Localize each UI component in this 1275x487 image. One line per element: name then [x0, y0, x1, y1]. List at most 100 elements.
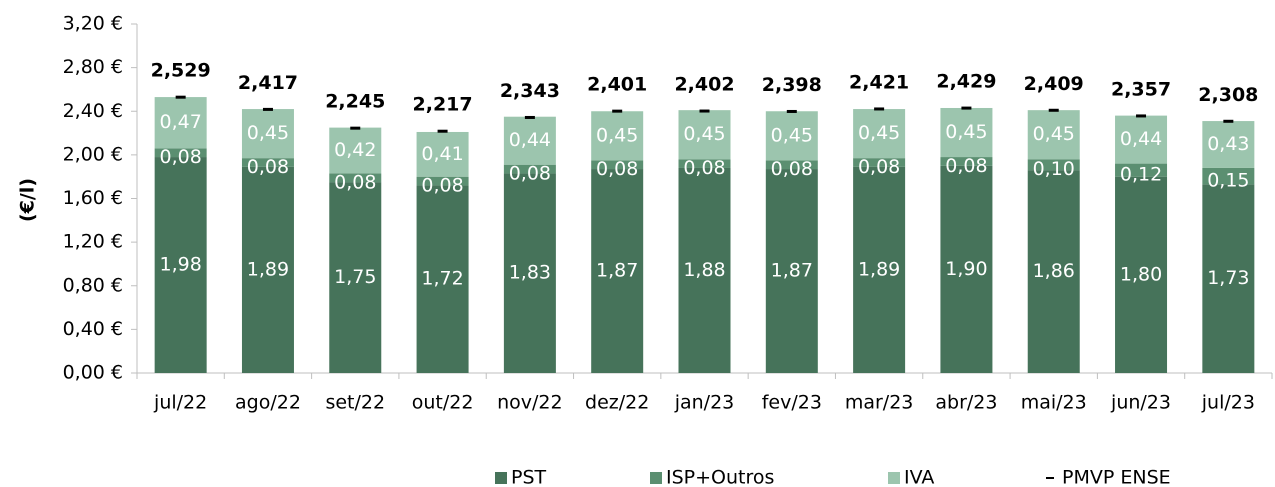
- bar-segment: [329, 173, 382, 183]
- bar-segment: [1027, 110, 1080, 160]
- segment-label: 1,83: [509, 262, 551, 284]
- bar-segment: [503, 164, 556, 174]
- y-tick-label: 3,20 €: [63, 13, 123, 35]
- x-tick-label: nov/22: [497, 392, 563, 414]
- pmvp-label: 2,402: [674, 74, 734, 96]
- segment-label: 1,87: [596, 260, 638, 282]
- pmvp-label: 2,357: [1111, 78, 1171, 100]
- segment-label: 0,41: [421, 143, 463, 165]
- pmvp-label: 2,429: [936, 71, 996, 93]
- segment-label: 1,89: [858, 258, 900, 280]
- y-tick-label: 2,40 €: [63, 100, 123, 122]
- x-tick-label: set/22: [325, 392, 385, 414]
- legend-label: PST: [511, 467, 547, 487]
- bar-segment: [853, 166, 906, 373]
- segment-label: 0,45: [945, 121, 987, 143]
- segment-label: 0,44: [509, 129, 551, 151]
- bar-segment: [241, 166, 294, 373]
- bar-segment: [765, 111, 818, 161]
- segment-label: 1,75: [334, 266, 376, 288]
- x-tick-label: dez/22: [585, 392, 649, 414]
- bar-segment: [940, 107, 993, 158]
- segment-label: 1,72: [421, 268, 463, 290]
- segment-label: 0,10: [1033, 158, 1075, 180]
- segment-label: 1,98: [159, 254, 201, 276]
- segment-label: 0,08: [596, 158, 638, 180]
- bar-segment: [1202, 167, 1255, 185]
- x-tick-label: jul/22: [153, 392, 207, 414]
- segment-label: 0,12: [1120, 164, 1162, 186]
- x-tick-label: out/22: [412, 392, 474, 414]
- bar-segment: [329, 182, 382, 373]
- bar-segment: [591, 160, 644, 170]
- legend-label: ISP+Outros: [666, 467, 774, 487]
- bar-segment: [765, 169, 818, 373]
- legend-symbol: [650, 472, 662, 484]
- segment-label: 0,45: [596, 124, 638, 146]
- bar-segment: [940, 165, 993, 373]
- legend-label: IVA: [904, 467, 934, 487]
- x-tick-label: jan/23: [674, 392, 735, 414]
- segment-label: 1,73: [1207, 267, 1249, 289]
- bar-segment: [416, 176, 469, 186]
- pmvp-label: 2,417: [238, 72, 298, 94]
- segment-label: 1,90: [945, 258, 987, 280]
- y-tick-label: 1,20 €: [63, 231, 123, 253]
- bar-segment: [503, 116, 556, 165]
- x-tick-label: abr/23: [935, 392, 997, 414]
- segment-label: 0,15: [1207, 170, 1249, 192]
- segment-label: 0,43: [1207, 133, 1249, 155]
- y-tick-label: 1,60 €: [63, 187, 123, 209]
- pmvp-label: 2,401: [587, 74, 647, 96]
- legend-label: PMVP ENSE: [1062, 467, 1171, 487]
- y-axis-label: (€/l): [17, 178, 39, 222]
- bar-segment: [678, 159, 731, 168]
- y-tick-label: 0,00 €: [63, 362, 123, 384]
- segment-label: 0,45: [858, 122, 900, 144]
- bar-segment: [940, 157, 993, 166]
- segment-label: 0,08: [247, 156, 289, 178]
- segment-label: 0,08: [945, 155, 987, 177]
- segment-label: 0,47: [159, 111, 201, 133]
- bar-segment: [591, 169, 644, 373]
- bar-segment: [416, 185, 469, 373]
- pmvp-label: 2,245: [325, 91, 385, 113]
- bar-segment: [416, 131, 469, 177]
- bar-segment: [154, 97, 207, 149]
- bar-segment: [591, 111, 644, 161]
- bar-segment: [1027, 170, 1080, 373]
- segment-label: 1,86: [1033, 260, 1075, 282]
- x-tick-label: jul/23: [1201, 392, 1255, 414]
- segment-label: 0,08: [509, 163, 551, 185]
- legend-symbol: [495, 472, 507, 484]
- segment-label: 0,08: [334, 171, 376, 193]
- legend-symbol: [888, 472, 900, 484]
- bar-segment: [678, 110, 731, 160]
- bar-segment: [853, 109, 906, 159]
- segment-label: 1,89: [247, 258, 289, 280]
- segment-label: 1,88: [683, 259, 725, 281]
- segment-label: 0,45: [771, 124, 813, 146]
- segment-label: 0,08: [159, 146, 201, 168]
- pmvp-label: 2,308: [1198, 84, 1258, 106]
- bar-segment: [503, 173, 556, 373]
- bar-segment: [154, 157, 207, 373]
- bar-segment: [1115, 176, 1168, 373]
- segment-label: 0,42: [334, 139, 376, 161]
- y-tick-label: 2,00 €: [63, 143, 123, 165]
- x-tick-label: mar/23: [845, 392, 914, 414]
- segment-label: 0,45: [1033, 123, 1075, 145]
- x-tick-label: mai/23: [1021, 392, 1087, 414]
- pmvp-label: 2,409: [1024, 73, 1084, 95]
- bar-segment: [1202, 184, 1255, 373]
- segment-label: 1,80: [1120, 263, 1162, 285]
- bar-segment: [1202, 121, 1255, 168]
- segment-label: 0,45: [683, 123, 725, 145]
- segment-label: 1,87: [771, 260, 813, 282]
- bar-segment: [154, 148, 207, 158]
- bar-segment: [241, 158, 294, 167]
- segment-label: 0,08: [421, 175, 463, 197]
- bar-segment: [1027, 159, 1080, 171]
- pmvp-label: 2,421: [849, 71, 909, 93]
